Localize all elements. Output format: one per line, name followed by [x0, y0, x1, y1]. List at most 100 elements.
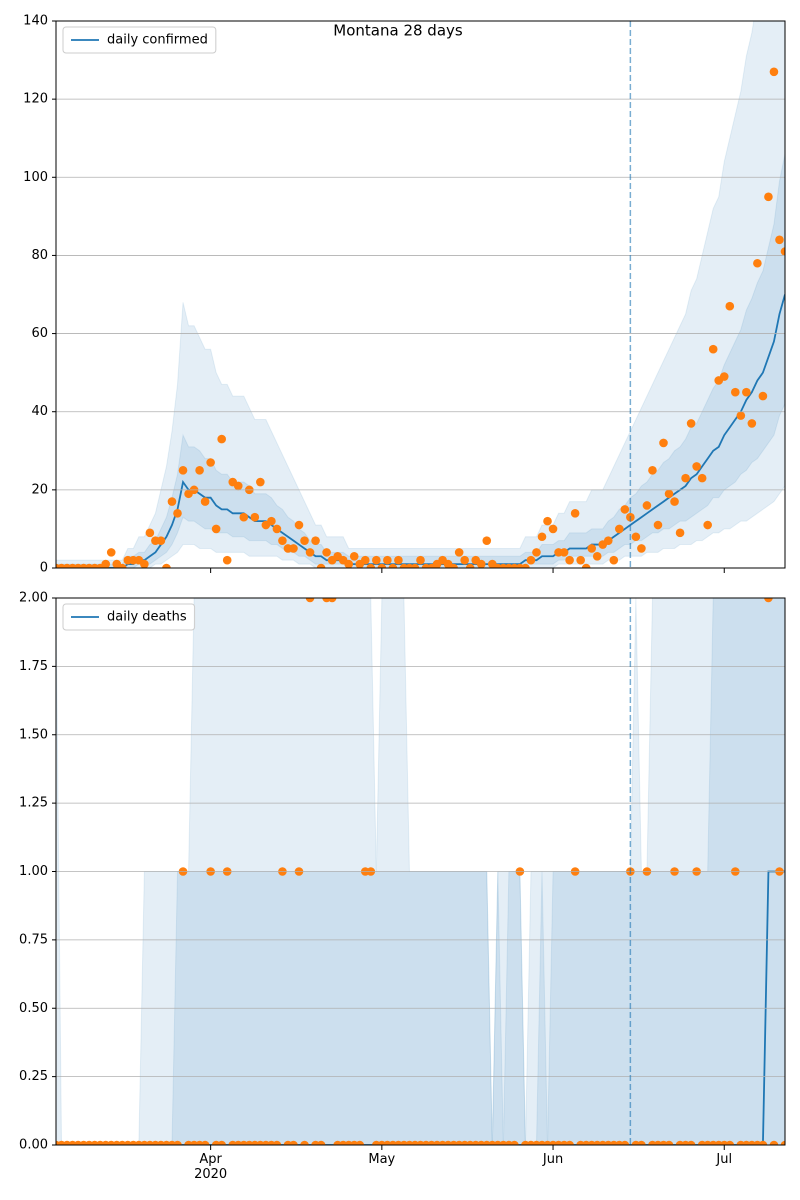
point	[156, 536, 166, 545]
point	[775, 235, 784, 245]
point	[162, 563, 171, 568]
legend-box	[62, 603, 196, 631]
point	[117, 563, 127, 568]
point	[521, 563, 530, 568]
point	[140, 559, 149, 568]
point	[675, 528, 685, 538]
point	[239, 512, 249, 522]
point	[697, 473, 707, 483]
point	[620, 1140, 630, 1145]
point	[686, 1140, 696, 1145]
point	[780, 1140, 785, 1145]
point	[631, 532, 641, 542]
point	[278, 536, 287, 545]
point	[366, 563, 376, 568]
point	[173, 509, 182, 518]
point	[322, 548, 331, 557]
y-tick-label: 60	[31, 326, 48, 341]
y-tick-label: 1.50	[19, 727, 48, 742]
point	[316, 563, 326, 568]
point	[106, 548, 116, 557]
point	[305, 598, 315, 603]
legend: daily confirmed	[62, 26, 217, 54]
point	[173, 1140, 182, 1145]
point	[526, 555, 536, 565]
x-tick-label: Jun	[542, 1152, 564, 1167]
point	[360, 555, 370, 565]
x-tick-label: Apr 2020	[194, 1152, 228, 1182]
point	[200, 1140, 210, 1145]
y-tick-label: 40	[31, 404, 48, 419]
point	[300, 536, 309, 545]
point	[217, 434, 226, 444]
axes-frame	[55, 597, 786, 1146]
point	[603, 536, 613, 545]
y-tick-label: 1.25	[19, 796, 48, 811]
x-tick-label: Jul	[716, 1152, 733, 1167]
y-tick-label: 0.50	[19, 1001, 48, 1016]
point	[670, 497, 679, 506]
y-tick-label: 20	[31, 482, 48, 497]
point	[200, 497, 210, 506]
point	[648, 466, 657, 475]
point	[294, 520, 304, 530]
point	[659, 438, 668, 448]
point	[394, 555, 403, 565]
point	[377, 563, 387, 568]
point	[465, 563, 475, 568]
point	[780, 247, 785, 256]
point	[548, 524, 558, 534]
point	[476, 559, 486, 568]
point	[620, 505, 630, 514]
legend-label: daily deaths	[107, 610, 187, 625]
y-tick-label: 80	[31, 248, 48, 263]
plot-area	[56, 21, 785, 568]
point	[764, 598, 773, 603]
point	[383, 555, 392, 565]
point	[565, 555, 574, 565]
point	[753, 258, 762, 268]
point	[300, 1140, 309, 1145]
point	[256, 477, 265, 487]
point	[233, 481, 243, 491]
point	[581, 563, 591, 568]
point	[222, 555, 232, 565]
point	[289, 544, 298, 553]
point	[742, 387, 751, 397]
point	[410, 563, 420, 568]
point	[592, 551, 602, 561]
point	[587, 544, 597, 553]
band	[56, 153, 785, 568]
point	[272, 1140, 282, 1145]
point	[195, 466, 204, 475]
point	[615, 524, 624, 534]
band	[56, 21, 785, 568]
point	[664, 1140, 674, 1145]
point	[764, 192, 773, 202]
point	[460, 555, 469, 565]
point	[145, 528, 155, 538]
y-tick-label: 0.75	[19, 932, 48, 947]
y-tick-label: 0.00	[19, 1138, 48, 1153]
y-tick-label: 140	[23, 14, 48, 29]
point	[510, 1140, 519, 1145]
point	[747, 419, 757, 428]
point	[217, 1140, 226, 1145]
point	[305, 548, 315, 557]
point	[482, 536, 492, 545]
point	[289, 1140, 298, 1145]
point	[344, 559, 354, 568]
point	[664, 489, 674, 499]
point	[565, 1140, 574, 1145]
chart-title: Montana 28 days	[333, 22, 463, 40]
y-tick-label: 120	[23, 92, 48, 107]
y-tick-label: 0.25	[19, 1069, 48, 1084]
point	[758, 1140, 768, 1145]
point	[537, 532, 547, 542]
y-tick-label: 0	[40, 561, 48, 576]
point	[416, 555, 425, 565]
point	[653, 520, 663, 530]
legend-box	[62, 26, 217, 54]
